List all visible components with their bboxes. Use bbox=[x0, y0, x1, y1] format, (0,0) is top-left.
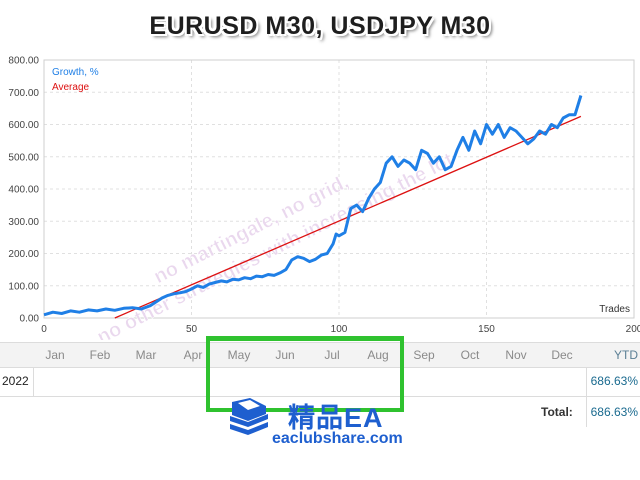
growth-chart: 0.00 100.00 200.00 300.00 400.00 500.00 600.00… bbox=[8, 56, 640, 341]
monthly-header-row: Jan Feb Mar Apr May Jun Jul Aug Sep Oct … bbox=[0, 342, 640, 368]
chart-title: EURUSD M30, USDJPY M30 bbox=[149, 12, 491, 40]
month-label: Jan bbox=[45, 348, 65, 362]
book-stack-icon bbox=[230, 398, 268, 435]
month-label: Dec bbox=[551, 348, 573, 362]
column-divider bbox=[586, 367, 587, 396]
x-tick-label: 100 bbox=[331, 324, 348, 335]
x-tick-label: 50 bbox=[186, 324, 198, 335]
logo-url: eaclubshare.com bbox=[272, 430, 403, 447]
ytd-header: YTD bbox=[614, 348, 638, 362]
month-label: Apr bbox=[183, 348, 203, 362]
watermark-line2: no other strategies with increasing the … bbox=[94, 149, 458, 340]
column-divider bbox=[33, 367, 34, 396]
highlight-frame bbox=[206, 336, 404, 412]
ytd-value: 686.63% bbox=[590, 374, 638, 388]
brand-logo: 精品EA eaclubshare.com bbox=[222, 394, 412, 450]
x-axis-label: Trades bbox=[599, 304, 630, 315]
growth-series-line bbox=[43, 95, 583, 317]
total-row: Total: 686.63% bbox=[0, 397, 640, 427]
x-tick-label: 0 bbox=[41, 324, 47, 335]
year-label: 2022 bbox=[2, 374, 29, 388]
month-label: Jun bbox=[275, 348, 295, 362]
y-tick-label: 300.00 bbox=[8, 217, 39, 228]
month-label: May bbox=[227, 348, 251, 362]
total-label: Total: bbox=[541, 405, 573, 419]
year-row: 2022 686.63% bbox=[0, 367, 640, 397]
y-tick-label: 0.00 bbox=[20, 314, 40, 325]
logo-name: 精品EA bbox=[288, 403, 384, 433]
y-tick-label: 600.00 bbox=[8, 120, 39, 131]
legend-average: Average bbox=[52, 82, 90, 93]
plot-frame bbox=[43, 59, 635, 319]
month-label: Sep bbox=[413, 348, 435, 362]
y-tick-label: 200.00 bbox=[8, 249, 39, 260]
x-tick-label: 200 bbox=[626, 324, 640, 335]
month-label: Feb bbox=[89, 348, 111, 362]
month-label: Mar bbox=[135, 348, 157, 362]
month-label: Aug bbox=[367, 348, 389, 362]
y-tick-label: 800.00 bbox=[8, 56, 39, 67]
month-label: Oct bbox=[460, 348, 480, 362]
x-axis-ticks: 0 50 100 150 200 bbox=[41, 324, 640, 335]
month-label: Jul bbox=[324, 348, 340, 362]
x-tick-label: 150 bbox=[478, 324, 495, 335]
y-axis-ticks: 0.00 100.00 200.00 300.00 400.00 500.00 600.00… bbox=[8, 56, 39, 325]
y-tick-label: 500.00 bbox=[8, 152, 39, 163]
month-label: Nov bbox=[505, 348, 527, 362]
total-value: 686.63% bbox=[590, 405, 638, 419]
y-tick-label: 100.00 bbox=[8, 281, 39, 292]
y-tick-label: 700.00 bbox=[8, 88, 39, 99]
column-divider bbox=[586, 397, 587, 427]
legend-growth: Growth, % bbox=[52, 67, 99, 78]
y-tick-label: 400.00 bbox=[8, 185, 39, 196]
